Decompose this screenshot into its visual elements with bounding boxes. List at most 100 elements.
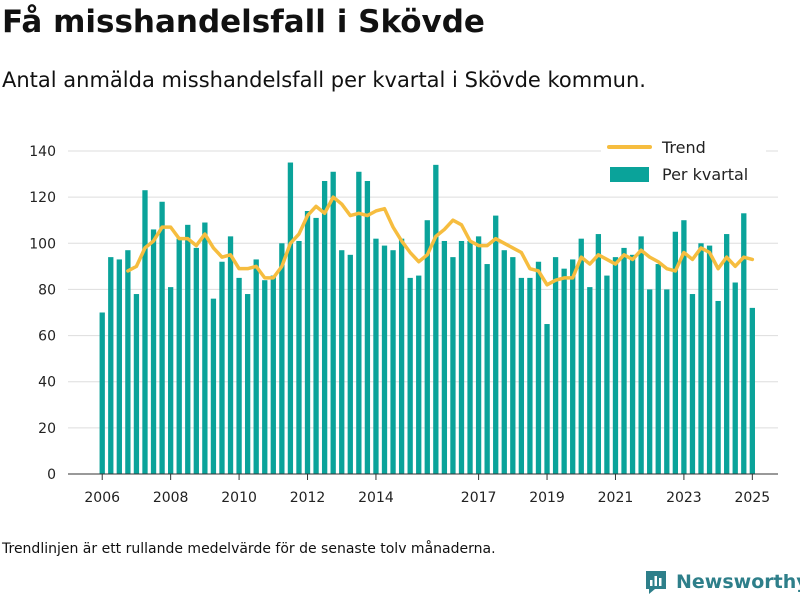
bar [99, 312, 105, 474]
chart: 0 20 40 60 80 100 120 140 2006 2008 2010 2012 2014 20… [29, 133, 778, 506]
legend: Trend Per kvartal [601, 133, 766, 191]
bar [108, 257, 114, 474]
bar [578, 238, 584, 474]
x-tick-label: 2023 [666, 490, 702, 506]
y-tick-label: 140 [29, 144, 56, 160]
y-tick-label: 60 [38, 329, 56, 345]
bar [236, 277, 242, 474]
legend-bar-label: Per kvartal [662, 165, 748, 184]
bar [398, 238, 405, 474]
bar [493, 215, 499, 474]
bar [142, 190, 148, 474]
bar [706, 245, 713, 474]
bar [664, 289, 670, 474]
x-tick-label: 2006 [84, 490, 120, 506]
y-tick-label: 0 [47, 467, 56, 483]
bar [262, 280, 268, 474]
bar [159, 201, 165, 474]
x-tick-label: 2017 [461, 490, 497, 506]
axis-layer: 0 20 40 60 80 100 120 140 2006 2008 2010 2012 2014 20… [29, 144, 778, 506]
bar [441, 240, 448, 474]
bar [424, 220, 430, 474]
bar [321, 180, 328, 474]
bar [227, 236, 234, 474]
legend-trend-label: Trend [661, 138, 706, 157]
bar [638, 236, 644, 474]
bar [629, 254, 636, 474]
bar [681, 220, 687, 474]
bar [501, 250, 507, 474]
bar [672, 231, 679, 474]
bar [698, 243, 704, 474]
bar [689, 294, 696, 474]
bar [176, 238, 182, 474]
brand[interactable]: Newsworthy [644, 569, 800, 595]
bar [647, 289, 653, 474]
bar [356, 171, 362, 474]
bar [604, 275, 610, 474]
bar [296, 240, 302, 474]
bar [330, 171, 336, 474]
bar [125, 250, 131, 474]
x-tick-label: 2010 [221, 490, 257, 506]
grid-layer [68, 150, 778, 429]
bar [741, 213, 747, 475]
y-tick-label: 20 [38, 421, 56, 437]
y-tick-label: 40 [38, 375, 56, 391]
bar [185, 224, 191, 474]
bar [595, 234, 602, 474]
bar [407, 277, 413, 474]
bar [381, 245, 388, 474]
x-tick-label: 2019 [529, 490, 565, 506]
bars-layer [99, 162, 755, 475]
legend-bar-swatch [610, 167, 649, 182]
bar [587, 287, 593, 474]
bar [433, 164, 439, 475]
bar [304, 210, 311, 474]
bar [570, 259, 576, 474]
bar [416, 275, 422, 474]
bar [373, 238, 379, 474]
bar [219, 261, 225, 474]
chart-title: Få misshandelsfall i Skövde [2, 4, 485, 40]
bar [390, 250, 396, 474]
bar [749, 307, 755, 474]
bar [715, 300, 721, 474]
bar [150, 229, 157, 474]
bar [167, 287, 174, 474]
bar [202, 222, 208, 474]
bar [544, 324, 550, 474]
bar [467, 240, 473, 474]
bar [313, 217, 319, 474]
bar [484, 264, 490, 474]
bar [210, 298, 217, 474]
bar [133, 294, 140, 474]
newsworthy-logo-icon [646, 571, 666, 594]
y-tick-label: 120 [29, 190, 56, 206]
bar [621, 247, 627, 474]
trend-line [126, 195, 755, 287]
x-tick-label: 2025 [735, 490, 771, 506]
bar [552, 257, 559, 474]
x-tick-label: 2021 [598, 490, 634, 506]
bar [475, 236, 482, 474]
bar [561, 268, 567, 474]
x-tick-label: 2014 [358, 490, 394, 506]
brand-name: Newsworthy [676, 571, 800, 593]
bar [244, 294, 251, 474]
x-tick-label: 2008 [153, 490, 189, 506]
bar [339, 250, 345, 474]
y-tick-label: 100 [29, 236, 56, 252]
bar [193, 247, 199, 474]
bar [364, 180, 371, 474]
bar [527, 277, 533, 474]
bar [612, 257, 619, 474]
bar [450, 257, 456, 474]
footnote: Trendlinjen är ett rullande medelvärde f… [2, 541, 496, 557]
bar [732, 282, 738, 474]
y-tick-label: 80 [38, 282, 56, 298]
bar [458, 240, 465, 474]
bar [510, 257, 516, 474]
bar [116, 259, 122, 474]
bar [270, 275, 276, 474]
